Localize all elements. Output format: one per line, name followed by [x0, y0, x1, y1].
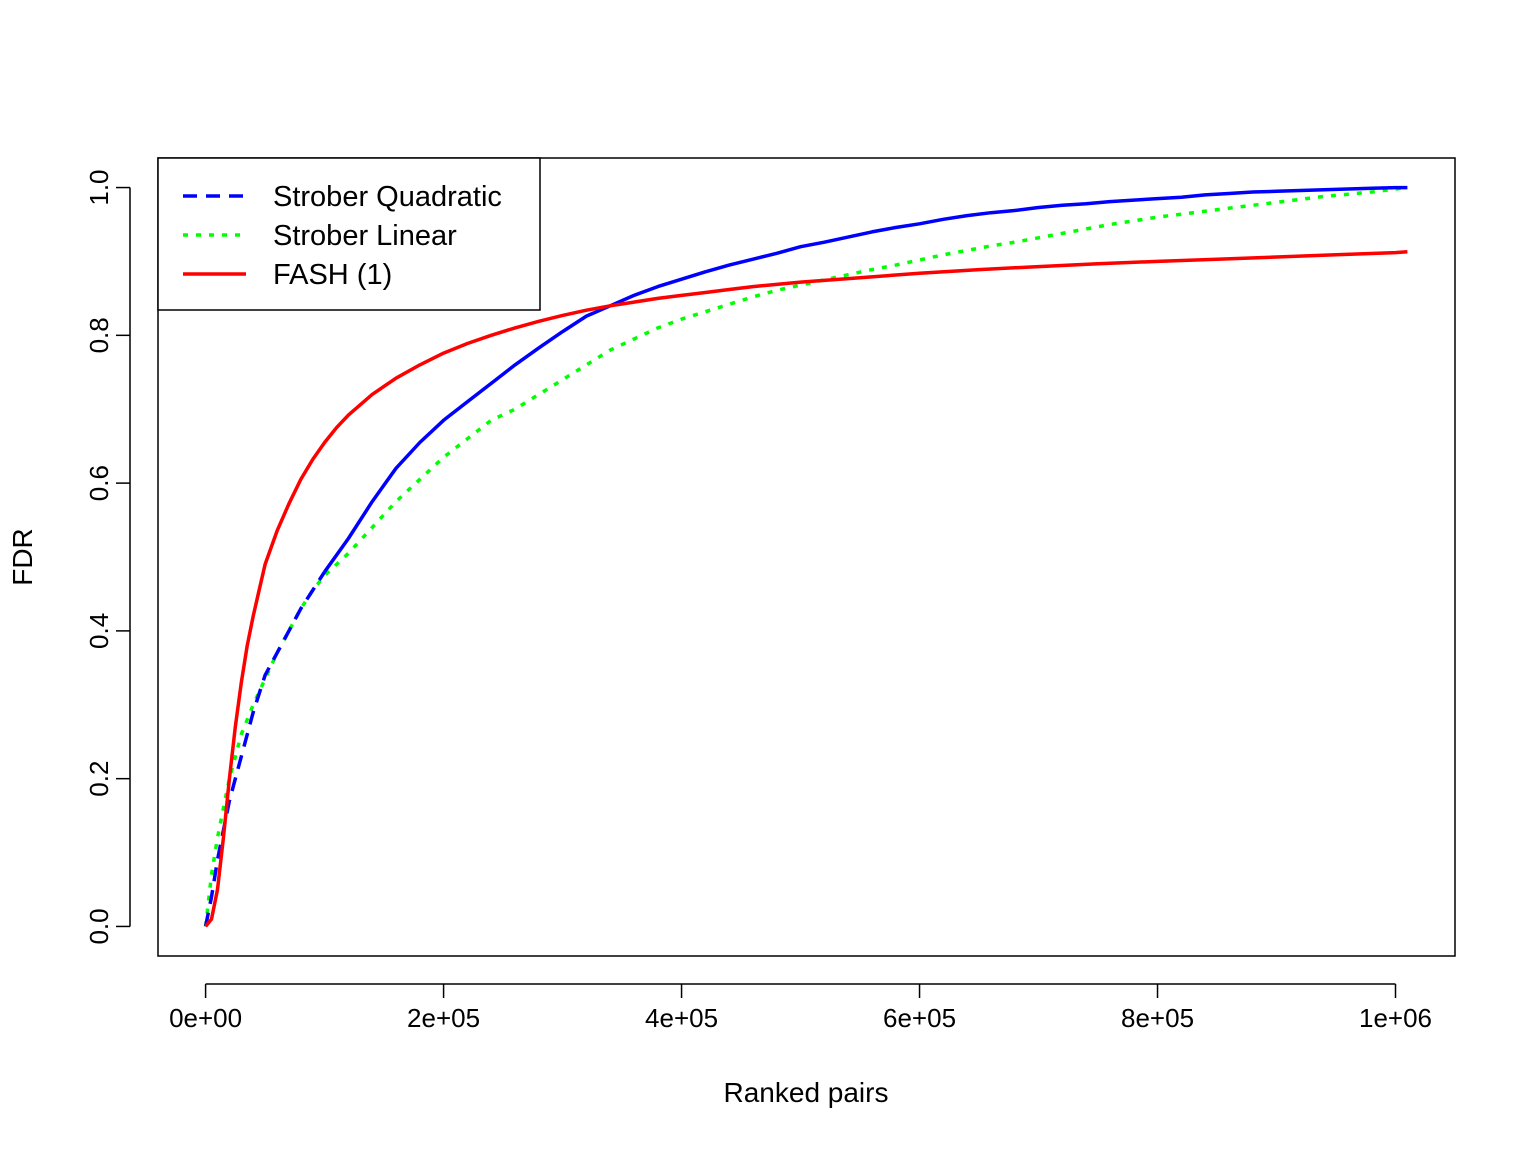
legend-label: Strober Linear — [273, 220, 457, 252]
y-tick-label: 1.0 — [84, 169, 114, 205]
y-tick-label: 0.2 — [84, 761, 114, 797]
legend-box — [157, 157, 541, 311]
x-tick-label: 2e+05 — [407, 1003, 480, 1033]
plot-frame — [157, 157, 1456, 957]
y-axis-title: FDR — [7, 528, 38, 586]
series-line-fash-1 — [204, 250, 1408, 928]
y-tick-label: 0.0 — [84, 908, 114, 944]
x-tick-label: 4e+05 — [645, 1003, 718, 1033]
y-tick-label: 0.4 — [84, 613, 114, 649]
y-tick-label: 0.6 — [84, 465, 114, 501]
x-tick-label: 1e+06 — [1359, 1003, 1432, 1033]
x-axis: 0e+00 2e+05 4e+05 6e+05 8e+05 1e+06 — [169, 983, 1432, 1033]
y-tick-label: 0.8 — [84, 317, 114, 353]
series-line-strober-quadratic-dashed — [203, 570, 327, 927]
x-tick-label: 8e+05 — [1121, 1003, 1194, 1033]
series-layer — [203, 185, 1408, 928]
x-axis-title: Ranked pairs — [724, 1077, 889, 1108]
legend-label: Strober Quadratic — [273, 181, 502, 213]
x-tick-label: 6e+05 — [883, 1003, 956, 1033]
series-line-strober-quadratic — [323, 185, 1408, 573]
y-axis: 0.0 0.2 0.4 0.6 0.8 1.0 — [84, 169, 131, 945]
legend-label: FASH (1) — [273, 259, 392, 291]
x-tick-label: 0e+00 — [169, 1003, 242, 1033]
legend: Strober Quadratic Strober Linear FASH (1) — [157, 157, 541, 311]
